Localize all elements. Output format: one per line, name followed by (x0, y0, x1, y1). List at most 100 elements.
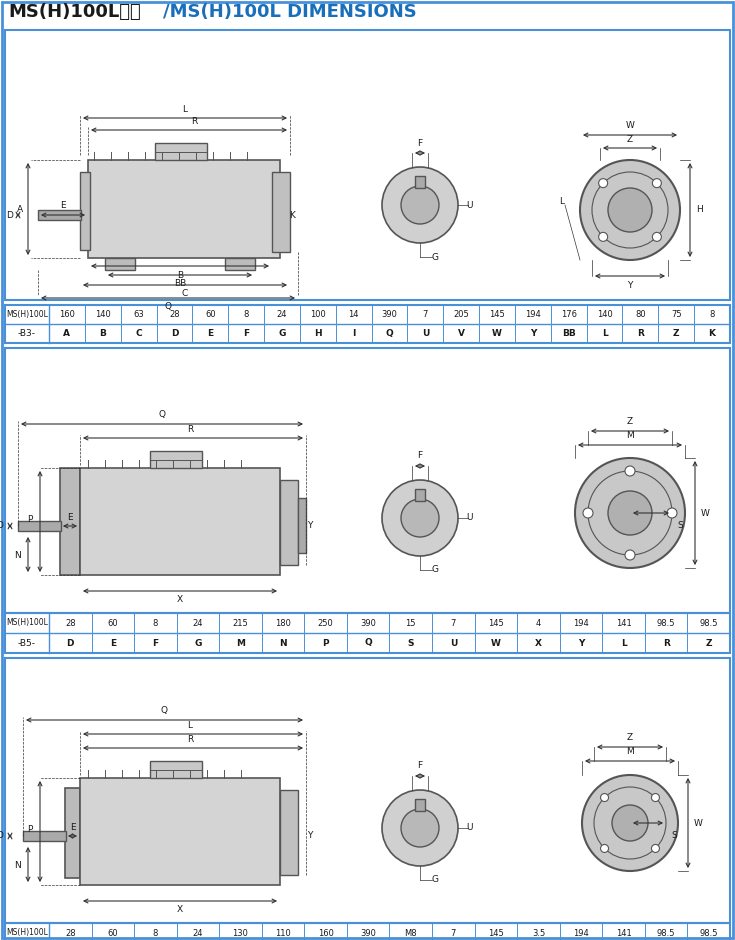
Bar (80, 468, 280, 575)
Text: U: U (450, 638, 457, 648)
Text: 205: 205 (453, 310, 469, 319)
Text: 14: 14 (348, 310, 359, 319)
Bar (80, 172, 90, 250)
Text: Y: Y (307, 832, 312, 840)
Bar (5, 923, 730, 940)
Text: 3.5: 3.5 (532, 929, 545, 937)
Circle shape (580, 160, 680, 260)
Text: 141: 141 (616, 929, 631, 937)
Text: 100: 100 (310, 310, 326, 319)
Text: 63: 63 (133, 310, 144, 319)
Text: 8: 8 (243, 310, 249, 319)
Text: F: F (152, 638, 159, 648)
Bar (5, 658, 730, 923)
Text: S: S (677, 521, 683, 529)
Circle shape (598, 232, 608, 242)
Text: E: E (110, 638, 116, 648)
Text: F: F (243, 329, 249, 338)
Text: Z: Z (673, 329, 679, 338)
Bar (18, 521, 61, 531)
Bar (80, 778, 280, 885)
Circle shape (600, 844, 609, 853)
Text: E: E (60, 201, 66, 211)
Text: Q: Q (165, 303, 171, 311)
Text: MS(H)100L: MS(H)100L (6, 310, 48, 319)
Text: A: A (63, 329, 71, 338)
Text: M: M (626, 431, 634, 441)
Text: 176: 176 (561, 310, 577, 319)
Text: E: E (207, 329, 213, 338)
Text: R: R (663, 638, 670, 648)
Text: B: B (99, 329, 106, 338)
Bar (105, 258, 135, 270)
Text: Y: Y (307, 522, 312, 530)
Text: 7: 7 (423, 310, 428, 319)
Text: Q: Q (386, 329, 393, 338)
Text: Y: Y (578, 638, 584, 648)
Circle shape (612, 805, 648, 841)
Text: C: C (135, 329, 142, 338)
Text: M: M (236, 638, 245, 648)
Bar (415, 799, 425, 811)
Bar (415, 489, 425, 501)
Text: 60: 60 (107, 929, 118, 937)
Text: BB: BB (174, 279, 186, 289)
Circle shape (651, 793, 659, 802)
Circle shape (598, 179, 608, 188)
Text: 98.5: 98.5 (657, 619, 675, 628)
Text: 180: 180 (275, 619, 291, 628)
Text: U: U (467, 200, 473, 210)
Text: E: E (67, 512, 73, 522)
Text: 141: 141 (616, 619, 631, 628)
Text: 75: 75 (671, 310, 681, 319)
Text: 160: 160 (318, 929, 334, 937)
Text: 110: 110 (275, 929, 291, 937)
Circle shape (625, 550, 635, 560)
Bar (280, 480, 298, 565)
Bar (23, 831, 66, 841)
Bar (5, 613, 730, 653)
Bar (225, 258, 255, 270)
Bar (5, 30, 730, 300)
Text: 24: 24 (193, 929, 203, 937)
Text: 194: 194 (573, 929, 589, 937)
Text: S: S (671, 831, 677, 839)
Text: W: W (491, 638, 501, 648)
Text: X: X (177, 596, 183, 604)
Text: Q: Q (365, 638, 372, 648)
Text: W: W (694, 819, 703, 827)
Text: D: D (7, 211, 13, 220)
Text: B: B (177, 271, 183, 279)
Text: L: L (602, 329, 607, 338)
Text: G: G (194, 638, 201, 648)
Text: R: R (191, 117, 197, 126)
Text: 140: 140 (597, 310, 612, 319)
Text: 145: 145 (488, 619, 503, 628)
Text: L: L (182, 104, 187, 114)
Text: D: D (0, 832, 4, 840)
Circle shape (575, 458, 685, 568)
Text: S: S (407, 638, 414, 648)
Text: Z: Z (627, 417, 633, 427)
Text: 28: 28 (65, 619, 76, 628)
Text: 24: 24 (276, 310, 287, 319)
Text: -B3-: -B3- (18, 329, 36, 338)
Bar (272, 172, 290, 252)
Text: P: P (27, 825, 32, 835)
Text: M: M (626, 747, 634, 757)
Text: P: P (323, 638, 329, 648)
Text: 194: 194 (573, 619, 589, 628)
Text: 390: 390 (360, 619, 376, 628)
Text: C: C (182, 290, 188, 299)
Text: F: F (417, 761, 423, 771)
Text: 250: 250 (318, 619, 334, 628)
Circle shape (583, 508, 593, 518)
Text: Y: Y (530, 329, 536, 338)
Text: L: L (559, 197, 564, 207)
Text: 8: 8 (709, 310, 714, 319)
Bar (38, 210, 81, 220)
Text: K: K (289, 211, 295, 220)
Text: G: G (431, 253, 439, 261)
Text: L: L (621, 638, 626, 648)
Text: Z: Z (627, 733, 633, 743)
